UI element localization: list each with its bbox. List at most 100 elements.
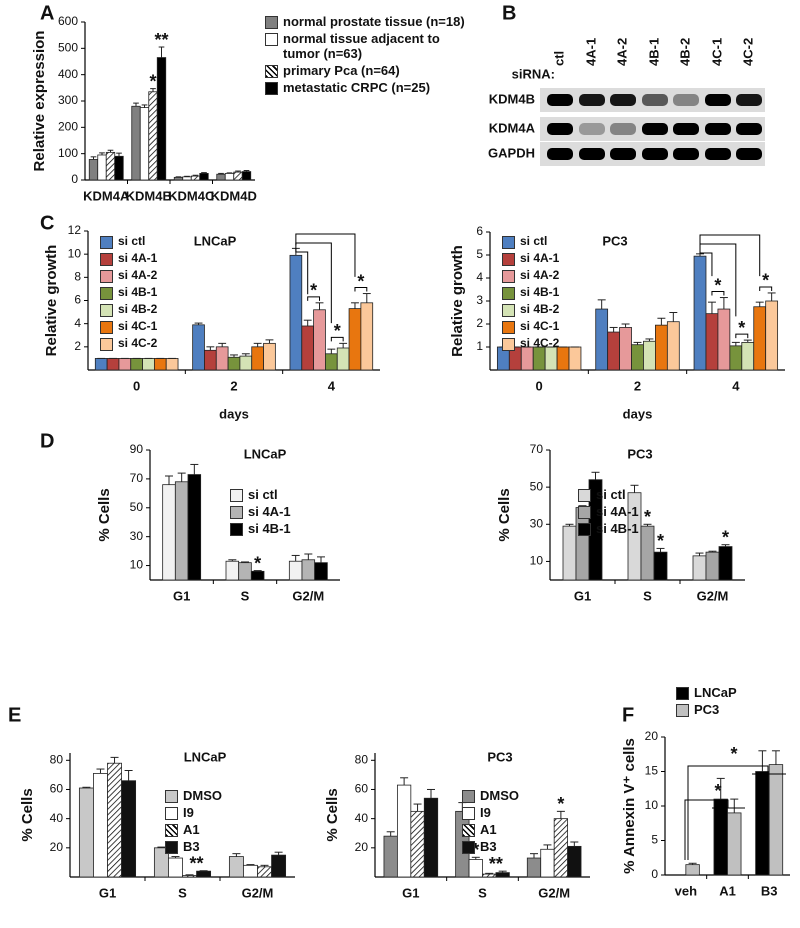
legend-swatch — [100, 321, 113, 334]
significance-marker: * — [254, 553, 261, 573]
legend-label: si ctl — [118, 234, 146, 248]
bar — [360, 302, 374, 371]
bracket — [759, 286, 773, 291]
y-tick-label: 40 — [50, 811, 64, 825]
chart-title: LNCaP — [194, 233, 237, 248]
legend-entry: si 4A-2 — [502, 268, 592, 283]
significance-marker: ** — [489, 854, 503, 874]
chart-title: LNCaP — [184, 749, 227, 764]
y-tick-label: 70 — [530, 442, 544, 456]
legend-entry: si 4C-2 — [502, 336, 592, 351]
legend: LNCaP PC3 — [676, 685, 756, 719]
x-tick-label: G2/M — [538, 885, 570, 900]
bar — [729, 345, 743, 371]
bar — [685, 864, 700, 876]
legend: si ctl si 4A-1 si 4B-1 — [230, 487, 330, 538]
legend-swatch — [100, 287, 113, 300]
legend-swatch — [230, 506, 243, 519]
legend-entry: si 4B-1 — [578, 521, 678, 536]
x-tick-label: S — [478, 885, 487, 900]
legend-label: B3 — [480, 839, 497, 854]
blot-lane-label: 4C-1 — [709, 38, 724, 66]
bar — [118, 358, 132, 371]
chart-title: PC3 — [487, 749, 512, 764]
legend-label: si 4C-1 — [520, 319, 560, 333]
significance-marker: * — [472, 840, 479, 860]
bar — [348, 308, 362, 371]
blot-band — [579, 148, 605, 160]
legend-entry: si 4A-1 — [230, 504, 330, 519]
bar — [482, 873, 497, 878]
bar — [139, 107, 150, 181]
x-tick-label: 2 — [230, 378, 237, 393]
legend-swatch — [265, 82, 278, 95]
bar — [313, 309, 326, 371]
panel-label: A — [40, 2, 54, 24]
blot-row-label: KDM4B — [489, 91, 535, 106]
legend-swatch — [462, 807, 475, 820]
y-tick-label: 90 — [130, 442, 144, 456]
blot-band — [736, 94, 762, 106]
bar — [216, 173, 226, 181]
blot-band — [642, 148, 668, 160]
legend-label: si 4A-1 — [520, 251, 560, 265]
legend-swatch — [100, 338, 113, 351]
bracket — [295, 245, 309, 295]
blot-band — [642, 94, 668, 106]
legend-swatch — [502, 270, 515, 283]
legend-entry: PC3 — [676, 702, 756, 717]
bar — [705, 313, 719, 371]
legend-entry: si ctl — [578, 487, 678, 502]
y-tick-label: 10 — [68, 246, 82, 260]
y-axis-label: Relative growth — [449, 245, 466, 357]
x-tick-label: KDM4A — [83, 188, 130, 203]
y-tick-label: 50 — [530, 479, 544, 493]
legend-entry: si 4B-1 — [230, 521, 330, 536]
legend-label: si 4A-2 — [118, 268, 158, 282]
legend-swatch — [578, 506, 591, 519]
bracket — [699, 234, 761, 277]
legend-swatch — [265, 65, 278, 78]
bar — [257, 866, 272, 878]
bracket — [735, 333, 749, 339]
bar — [130, 358, 143, 371]
significance-marker: * — [762, 271, 769, 291]
significance-marker: * — [557, 794, 564, 814]
bracket — [699, 250, 713, 277]
legend-entry: I9 — [462, 805, 542, 820]
y-tick-label: 100 — [58, 146, 78, 160]
blot-lane-title: siRNA: — [512, 66, 555, 81]
y-tick-label: 15 — [645, 764, 659, 778]
bar — [288, 560, 303, 581]
blot-lane-label: 4B-2 — [677, 38, 692, 66]
legend-swatch — [165, 841, 178, 854]
bar — [655, 324, 668, 371]
y-tick-label: 20 — [50, 840, 64, 854]
legend-entry: metastatic CRPC (n=25) — [265, 80, 475, 95]
bar — [114, 155, 124, 181]
x-tick-label: G2/M — [292, 588, 324, 603]
bracket — [330, 336, 344, 342]
blot-lane-label: ctl — [551, 51, 566, 66]
significance-marker: * — [714, 781, 721, 801]
x-tick-label: veh — [675, 883, 697, 898]
legend-swatch — [230, 489, 243, 502]
bar — [666, 321, 680, 371]
legend-label: si 4B-1 — [596, 521, 639, 536]
legend-swatch — [165, 807, 178, 820]
bar — [705, 551, 720, 581]
bar — [631, 344, 644, 371]
legend-label: normal tissue adjacent to tumor (n=63) — [283, 31, 440, 61]
y-tick-label: 8 — [74, 270, 81, 284]
bar — [97, 154, 107, 181]
bar — [215, 346, 229, 371]
blot-band — [610, 148, 636, 160]
bar — [718, 546, 733, 581]
bar — [540, 848, 555, 878]
bar — [263, 342, 276, 371]
legend-label: si 4A-1 — [248, 504, 291, 519]
panel-label: B — [502, 2, 516, 24]
legend-swatch — [100, 253, 113, 266]
x-axis-label: days — [623, 406, 653, 421]
